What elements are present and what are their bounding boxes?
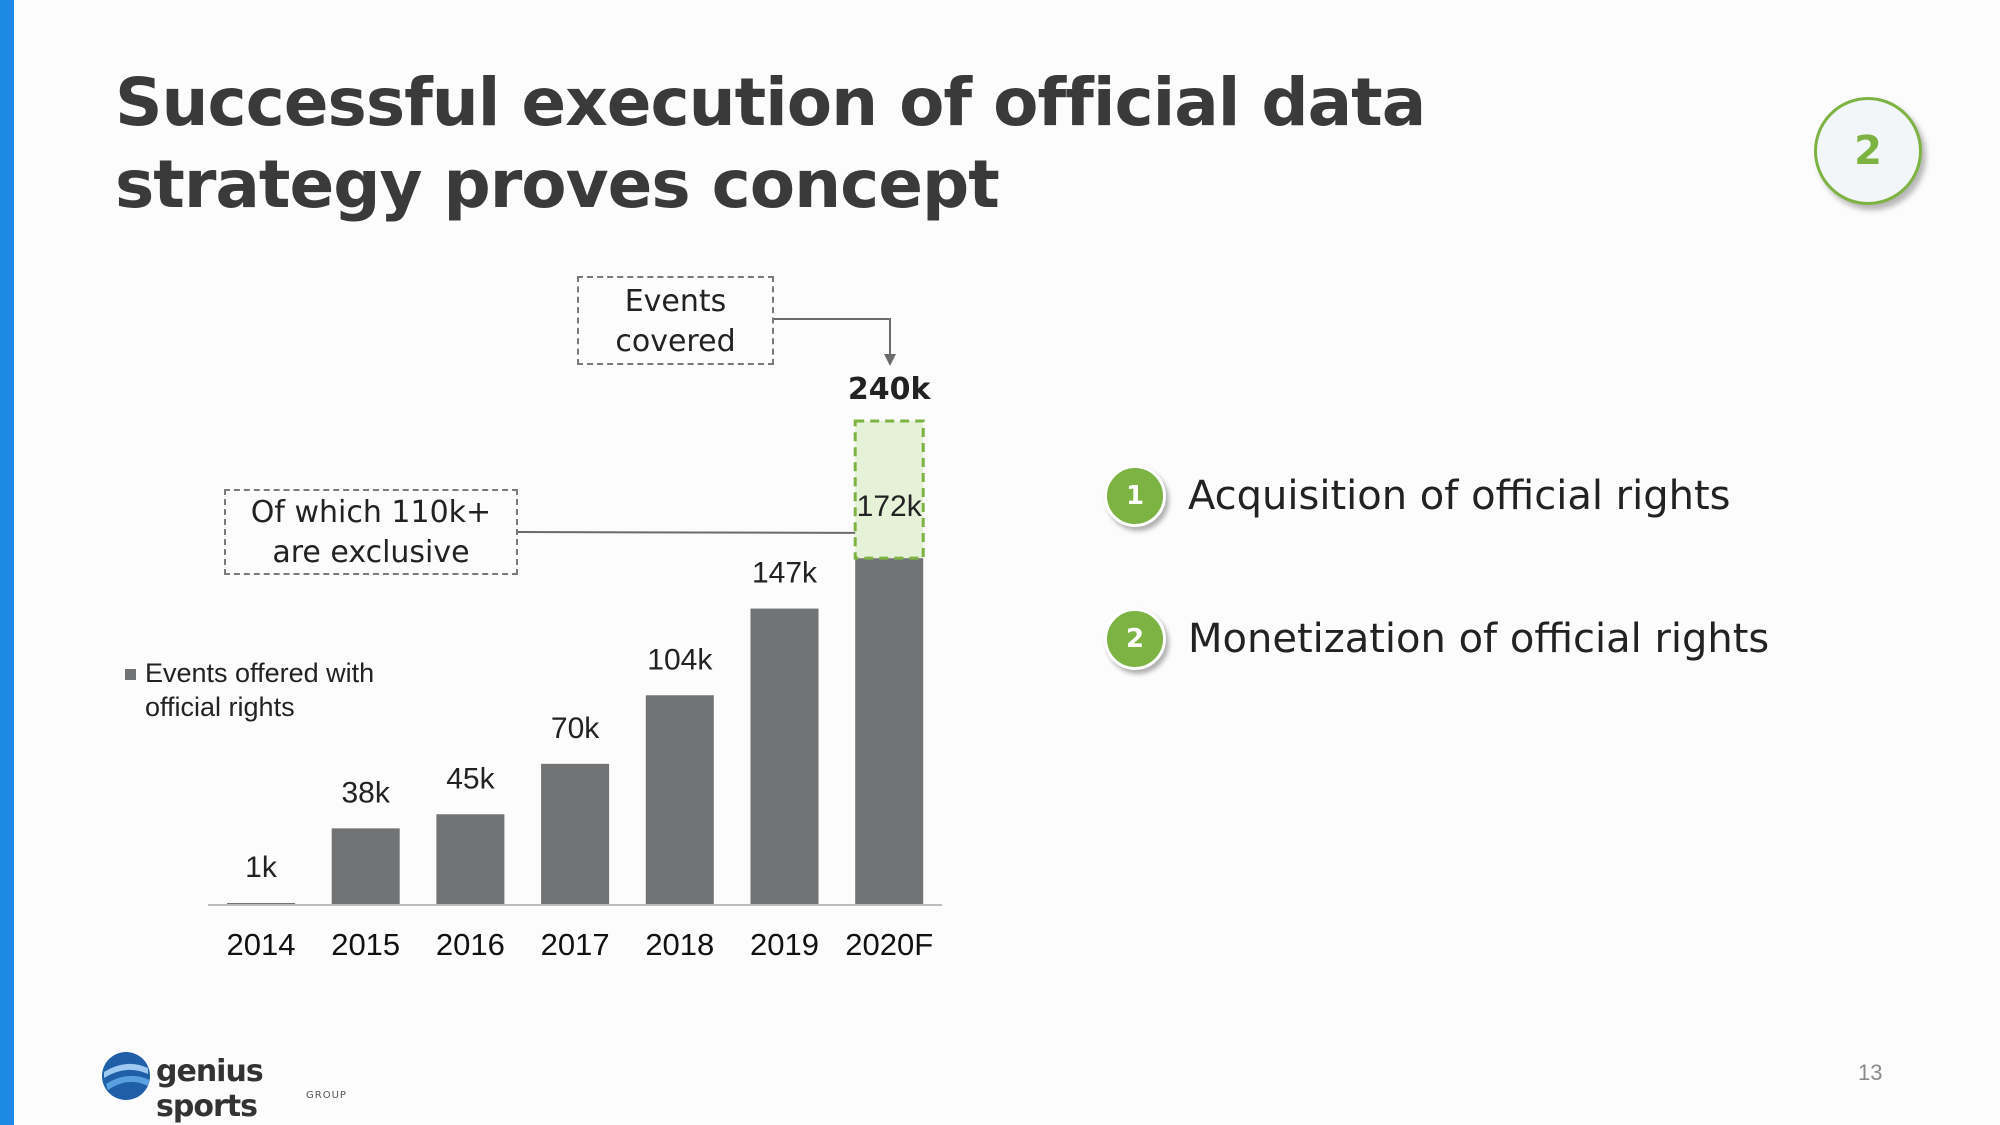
value-label-2015: 38k (342, 776, 391, 809)
bar-2019 (750, 608, 819, 905)
x-tick-group: 2014 2015 2016 2017 2018 2019 2020F (227, 927, 934, 962)
exclusive-line2: are exclusive (272, 535, 470, 570)
bar-2016 (436, 814, 505, 905)
bullet-number-1: 1 (1104, 465, 1166, 527)
events-covered-line1: Events (624, 284, 727, 319)
x-tick-2018: 2018 (645, 927, 714, 962)
x-tick-2014: 2014 (227, 927, 296, 962)
value-label-2016: 45k (446, 762, 495, 795)
value-label-2019: 147k (752, 557, 818, 590)
bar-2017 (541, 763, 610, 905)
exclusive-connector (517, 531, 891, 548)
bullet-number-2: 2 (1104, 608, 1166, 670)
total-events-extension (853, 419, 925, 560)
page-number: 13 (1858, 1060, 1883, 1085)
events-covered-callout: Events covered (577, 276, 774, 365)
bar-2018 (645, 695, 714, 905)
logo-subtext: GROUP (306, 1090, 347, 1101)
value-label-2014: 1k (245, 851, 278, 884)
slide-title: Successful execution of official data st… (115, 64, 1426, 223)
bar-group (227, 419, 925, 905)
logo-wordmark: genius sports (156, 1054, 264, 1124)
value-label-2018: 104k (647, 643, 713, 676)
bar-2020F (855, 558, 924, 905)
bar-2014 (227, 902, 295, 905)
x-tick-2017: 2017 (541, 927, 610, 962)
events-covered-line2: covered (615, 324, 736, 359)
legend-swatch (125, 669, 136, 680)
globe-logo-icon (102, 1052, 150, 1100)
section-number-badge: 2 (1814, 97, 1922, 205)
total-events-label: 240k (848, 372, 932, 407)
bullet-acquisition: 1 Acquisition of official rights (1104, 465, 1730, 527)
x-tick-2015: 2015 (331, 927, 400, 962)
value-label-group: 1k 38k 45k 70k 104k 147k 172k 240k (245, 372, 931, 884)
events-covered-connector (774, 318, 891, 356)
events-covered-arrowhead (884, 354, 896, 366)
bullet-text-1: Acquisition of official rights (1188, 473, 1731, 519)
bullet-text-2: Monetization of official rights (1188, 616, 1770, 662)
x-tick-2019: 2019 (750, 927, 819, 962)
genius-sports-logo: genius sports GROUP (100, 1048, 360, 1124)
accent-bar (0, 0, 14, 1125)
legend-label-line1: Events offered with (145, 658, 375, 688)
x-tick-2016: 2016 (436, 927, 505, 962)
exclusive-line1: Of which 110k+ (250, 495, 492, 530)
value-label-2020F: 172k (857, 490, 923, 523)
legend-label-line2: official rights (145, 692, 295, 722)
bar-2015 (331, 828, 400, 905)
value-label-2017: 70k (551, 712, 600, 745)
exclusive-callout: Of which 110k+ are exclusive (224, 489, 518, 575)
bullet-monetization: 2 Monetization of official rights (1104, 608, 1769, 670)
chart-legend: Events offered with official rights (125, 656, 425, 724)
x-tick-2020F: 2020F (845, 927, 933, 962)
